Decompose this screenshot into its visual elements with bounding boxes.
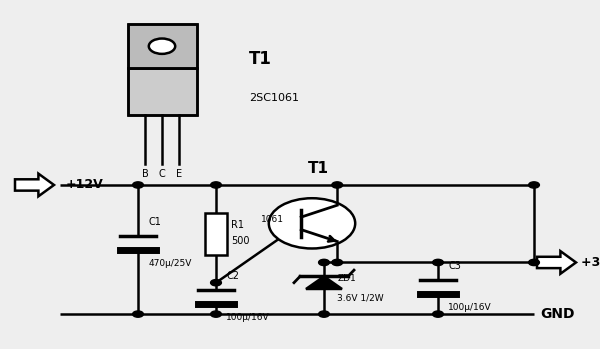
Circle shape [433,259,443,266]
Text: T1: T1 [249,50,272,68]
Text: 100μ/16V: 100μ/16V [226,313,270,322]
Circle shape [269,198,355,248]
Text: B: B [142,169,149,179]
Circle shape [319,311,329,317]
Circle shape [133,182,143,188]
Text: C3: C3 [448,261,461,270]
Bar [205,213,227,255]
Text: E: E [176,169,182,179]
Circle shape [332,182,343,188]
Text: 500: 500 [231,236,250,246]
Text: +12V: +12V [66,178,104,192]
Bar [128,68,197,115]
Text: 100μ/16V: 100μ/16V [448,303,492,312]
Text: +3V /3A: +3V /3A [581,256,600,269]
Circle shape [211,311,221,317]
Circle shape [529,182,539,188]
Text: C1: C1 [148,217,161,227]
Text: 470μ/25V: 470μ/25V [148,259,191,268]
Text: 2SC1061: 2SC1061 [249,93,299,103]
Text: GND: GND [540,307,575,321]
Polygon shape [306,276,342,289]
Bar [128,24,197,115]
Circle shape [433,311,443,317]
Text: C: C [158,169,166,179]
Text: T1: T1 [308,161,329,176]
Circle shape [332,259,343,266]
Text: 1061: 1061 [261,215,284,224]
Circle shape [211,280,221,286]
Text: ZD1: ZD1 [337,274,356,283]
Bar [128,24,197,68]
Polygon shape [15,174,54,196]
Circle shape [211,182,221,188]
Text: C2: C2 [226,271,239,281]
Circle shape [319,259,329,266]
Circle shape [149,38,175,54]
Text: 3.6V 1/2W: 3.6V 1/2W [337,293,384,302]
Circle shape [529,259,539,266]
Text: R1: R1 [231,220,244,230]
Circle shape [133,311,143,317]
Polygon shape [537,251,576,274]
